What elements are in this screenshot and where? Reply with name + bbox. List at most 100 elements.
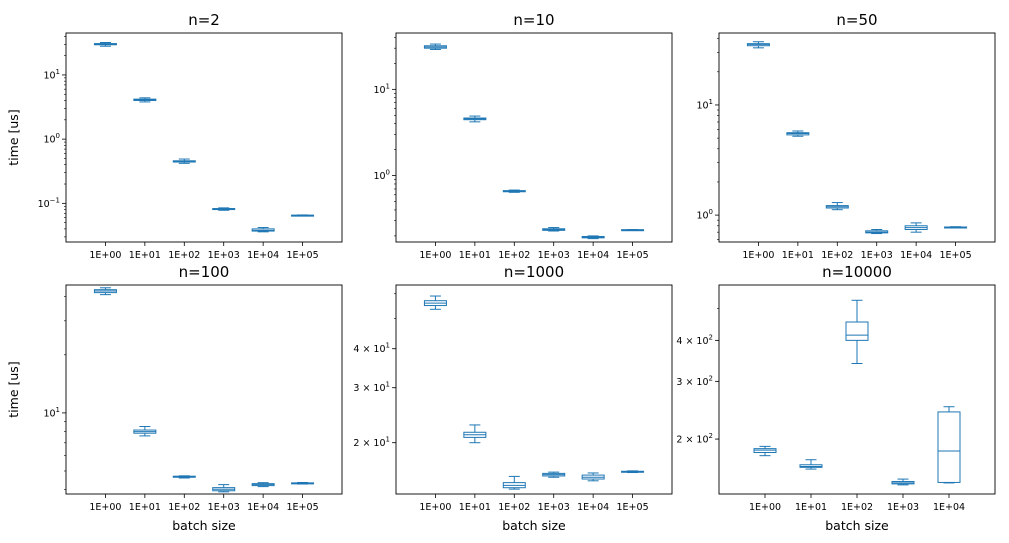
x-tick-label: 1E+01: [459, 250, 491, 261]
box-2: [133, 97, 157, 103]
x-tick-label: 1E+00: [749, 502, 781, 513]
x-tick-label: 1E+05: [617, 250, 649, 261]
y-tick-label: 100: [43, 132, 60, 146]
y-tick-base: 10: [43, 135, 55, 146]
y-tick-label: 100: [373, 169, 390, 183]
subplot-title: n=100: [179, 263, 230, 281]
x-tick-label: 1E+01: [782, 250, 814, 261]
y-tick-exponent: 2: [709, 333, 713, 341]
x-tick-label: 1E+03: [538, 502, 570, 513]
box-2: [133, 426, 157, 437]
box-3: [502, 475, 526, 490]
y-tick-label: 2 × 101: [353, 436, 390, 450]
y-tick-base: 10: [696, 100, 708, 111]
box-iqr: [937, 411, 961, 483]
box-5: [937, 406, 961, 484]
y-tick-exponent: 0: [56, 132, 60, 140]
box-4: [542, 227, 566, 232]
y-tick-base: 10: [373, 85, 385, 96]
x-tick-label: 1E+02: [841, 502, 873, 513]
subplot-title: n=1000: [504, 263, 564, 281]
subplot-title: n=50: [836, 11, 877, 29]
box-5: [251, 482, 275, 488]
y-tick-exponent: 0: [386, 169, 390, 177]
subplot-title: n=10: [513, 11, 554, 29]
x-tick-label: 1E+01: [129, 502, 161, 513]
x-tick-label: 1E+01: [459, 502, 491, 513]
box-3: [502, 189, 526, 193]
x-tick-label: 1E+05: [287, 502, 319, 513]
x-axis-label: batch size: [825, 518, 889, 533]
x-tick-label: 1E+01: [129, 250, 161, 261]
y-tick-label: 2 × 102: [676, 432, 713, 446]
subplot-title: n=10000: [822, 263, 892, 281]
x-tick-label: 1E+02: [498, 250, 530, 261]
y-tick-label: 4 × 101: [353, 342, 390, 356]
y-tick-label: 101: [43, 68, 60, 82]
y-tick-exponent: 0: [709, 208, 713, 216]
box-1: [423, 43, 447, 50]
box-4: [542, 471, 566, 478]
y-tick-exponent: −1: [50, 196, 60, 204]
x-tick-label: 1E+01: [795, 502, 827, 513]
x-tick-label: 1E+02: [821, 250, 853, 261]
box-5: [251, 227, 275, 233]
box-4: [212, 484, 236, 493]
box-2: [463, 115, 487, 123]
x-tick-label: 1E+03: [208, 250, 240, 261]
x-tick-label: 1E+03: [887, 502, 919, 513]
box-6: [291, 481, 315, 485]
box-3: [172, 475, 196, 479]
y-tick-base: 3 × 10: [353, 383, 385, 394]
y-tick-base: 10: [43, 408, 55, 419]
y-tick-base: 10: [696, 211, 708, 222]
y-axis-label: time [us]: [6, 361, 21, 417]
y-tick-exponent: 1: [386, 82, 390, 90]
y-tick-base: 4 × 10: [353, 344, 385, 355]
box-iqr: [845, 321, 869, 341]
x-tick-label: 1E+00: [419, 502, 451, 513]
x-tick-label: 1E+03: [208, 502, 240, 513]
box-1: [746, 41, 770, 49]
box-1: [753, 445, 777, 457]
y-tick-label: 3 × 102: [676, 374, 713, 388]
box-3: [825, 202, 849, 211]
y-tick-exponent: 1: [386, 436, 390, 444]
x-tick-label: 1E+00: [742, 250, 774, 261]
y-tick-exponent: 1: [386, 381, 390, 389]
axes-frame: [65, 32, 343, 243]
x-tick-label: 1E+05: [940, 250, 972, 261]
y-tick-base: 2 × 10: [676, 435, 708, 446]
box-5: [581, 472, 605, 482]
y-tick-base: 10: [38, 199, 50, 210]
x-axis-label: batch size: [502, 518, 566, 533]
x-tick-label: 1E+05: [287, 250, 319, 261]
x-tick-label: 1E+04: [247, 250, 279, 261]
y-tick-label: 4 × 102: [676, 333, 713, 347]
y-tick-base: 10: [43, 70, 55, 81]
box-6: [944, 226, 968, 229]
y-tick-exponent: 1: [709, 98, 713, 106]
box-5: [581, 235, 605, 240]
y-tick-label: 100: [696, 208, 713, 222]
x-tick-label: 1E+00: [89, 502, 121, 513]
y-tick-base: 2 × 10: [353, 438, 385, 449]
box-2: [463, 424, 487, 444]
box-3: [172, 158, 196, 164]
x-tick-label: 1E+02: [168, 502, 200, 513]
box-2: [799, 459, 823, 470]
y-tick-exponent: 1: [386, 342, 390, 350]
x-tick-label: 1E+04: [247, 502, 279, 513]
x-axis-label: batch size: [172, 518, 236, 533]
x-tick-label: 1E+04: [933, 502, 965, 513]
axes-frame: [395, 32, 673, 243]
x-tick-label: 1E+04: [577, 250, 609, 261]
y-tick-label: 3 × 101: [353, 381, 390, 395]
y-tick-exponent: 1: [56, 68, 60, 76]
y-tick-base: 10: [373, 171, 385, 182]
